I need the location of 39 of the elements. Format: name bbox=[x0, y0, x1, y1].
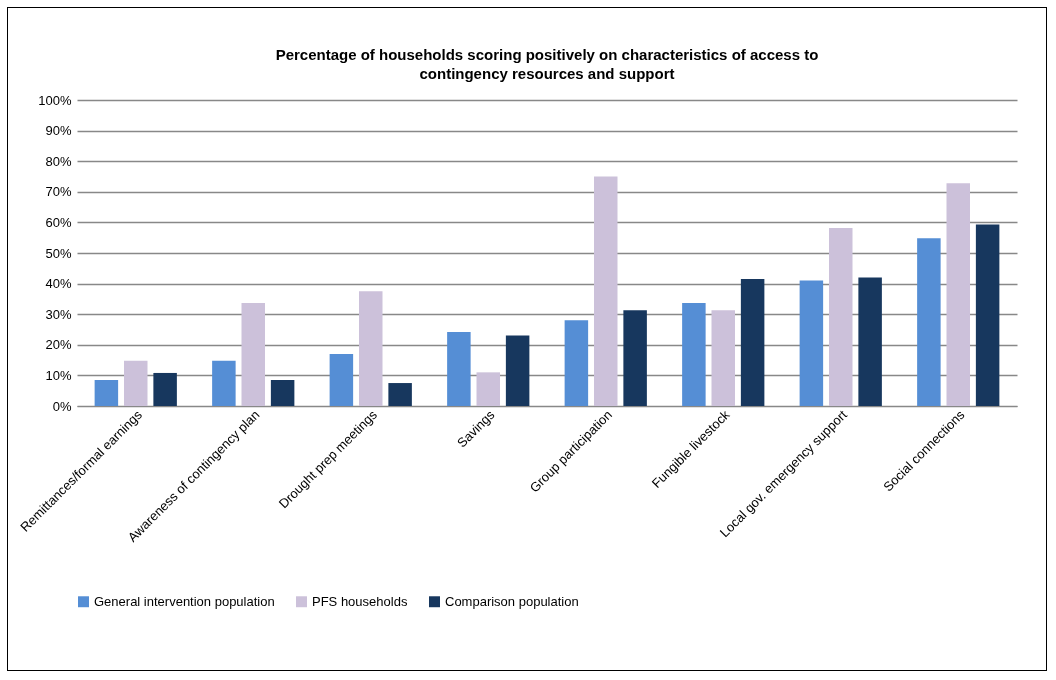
y-tick-label: 100% bbox=[38, 92, 72, 108]
bar bbox=[94, 379, 119, 406]
bar bbox=[975, 224, 1000, 406]
bar bbox=[564, 320, 589, 406]
legend-label: Comparison population bbox=[445, 593, 579, 609]
bar bbox=[241, 302, 265, 406]
bar bbox=[124, 360, 148, 406]
y-tick-label: 80% bbox=[45, 153, 72, 169]
bar bbox=[946, 183, 970, 406]
bar bbox=[359, 291, 383, 406]
bar bbox=[829, 227, 853, 406]
bar bbox=[476, 372, 500, 406]
y-tick-label: 0% bbox=[52, 398, 72, 414]
bar bbox=[153, 372, 177, 406]
y-tick-label: 20% bbox=[45, 337, 72, 353]
bar bbox=[505, 335, 530, 406]
bar bbox=[447, 331, 471, 406]
y-tick-label: 40% bbox=[45, 276, 72, 292]
bar bbox=[682, 302, 706, 406]
bar bbox=[711, 310, 735, 406]
bar bbox=[270, 379, 295, 406]
bar bbox=[799, 280, 824, 406]
bar bbox=[594, 176, 618, 406]
bar bbox=[329, 353, 354, 406]
bar bbox=[212, 360, 236, 406]
y-tick-label: 30% bbox=[45, 306, 72, 322]
bar bbox=[623, 310, 647, 406]
y-tick-label: 70% bbox=[45, 184, 72, 200]
bar bbox=[740, 279, 765, 406]
bar bbox=[917, 238, 941, 406]
y-tick-label: 90% bbox=[45, 123, 72, 139]
bar bbox=[388, 383, 412, 406]
legend-label: General intervention population bbox=[94, 593, 275, 609]
bar bbox=[858, 277, 882, 406]
legend-label: PFS households bbox=[312, 593, 408, 609]
y-tick-label: 10% bbox=[45, 367, 72, 383]
y-tick-label: 50% bbox=[45, 245, 72, 261]
y-tick-label: 60% bbox=[45, 214, 72, 230]
chart-title: Percentage of households scoring positively on characteristics of access to contingency resources and support bbox=[275, 46, 819, 82]
